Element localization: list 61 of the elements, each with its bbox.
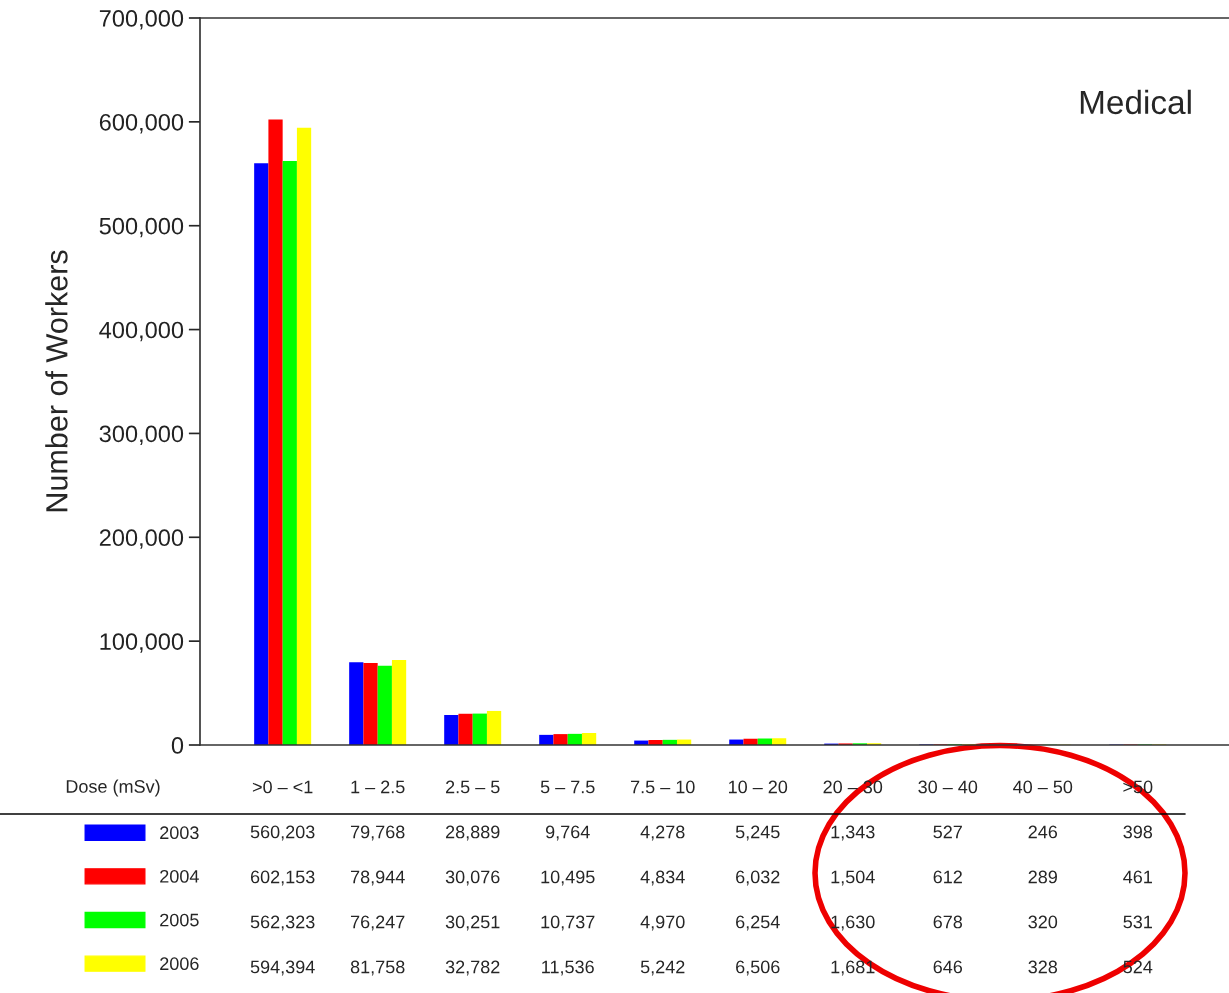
x-tick-label: 30 – 40 — [918, 780, 978, 794]
data-label: 1,504 — [831, 870, 875, 886]
data-label: 1,343 — [831, 825, 875, 841]
data-label: 328 — [1028, 960, 1058, 974]
data-label: 28,889 — [445, 825, 500, 841]
y-tick-label: 200,000 — [99, 529, 184, 549]
data-label: 320 — [1028, 915, 1058, 929]
x-tick-label: 2.5 – 5 — [445, 780, 500, 794]
data-label: 5,242 — [640, 960, 685, 976]
x-tick-label: 7.5 – 10 — [631, 780, 695, 794]
data-label: 562,323 — [250, 915, 315, 931]
data-label: 6,032 — [736, 870, 780, 886]
data-label: 594,394 — [250, 960, 315, 976]
y-tick-label: 100,000 — [100, 633, 184, 653]
x-tick-label: 5 – 7.5 — [540, 780, 595, 794]
y-tick-label: 700,000 — [99, 10, 184, 30]
x-tick-label: >0 – <1 — [252, 780, 313, 794]
y-tick-label: 0 — [171, 737, 184, 754]
data-label: 527 — [933, 825, 962, 839]
data-label: 4,834 — [640, 870, 685, 886]
data-label: 81,758 — [350, 960, 405, 976]
x-tick-label: 10 – 20 — [728, 780, 788, 794]
data-label: 30,076 — [445, 870, 500, 886]
legend-label: 2005 — [160, 913, 199, 927]
data-label: 461 — [1123, 870, 1152, 884]
data-label: 612 — [933, 870, 962, 884]
data-label: 9,764 — [545, 825, 590, 841]
data-label: 10,737 — [541, 915, 595, 931]
data-label: 289 — [1028, 870, 1057, 884]
y-tick-label: 300,000 — [99, 425, 184, 446]
data-label: 78,944 — [350, 870, 405, 886]
data-label: 531 — [1123, 915, 1152, 929]
y-tick-label: 600,000 — [99, 113, 184, 134]
data-label: 79,768 — [350, 825, 405, 841]
data-label: 602,153 — [250, 870, 315, 886]
data-label: 6,254 — [736, 915, 780, 931]
data-label: 4,970 — [640, 915, 685, 931]
x-tick-label: 1 – 2.5 — [351, 780, 405, 794]
x-tick-label: 40 – 50 — [1013, 780, 1073, 794]
data-label: 646 — [933, 960, 963, 974]
y-tick-label: 500,000 — [99, 217, 184, 238]
data-label: 678 — [933, 915, 963, 929]
data-label: 246 — [1028, 825, 1058, 839]
data-label: 6,506 — [736, 960, 780, 976]
data-label: 5,245 — [735, 825, 780, 841]
y-axis-title: Number of Workers — [45, 250, 68, 512]
data-label: 4,278 — [640, 825, 685, 841]
x-axis-title: Dose (mSv) — [66, 779, 160, 797]
data-label: 11,536 — [542, 960, 594, 976]
data-label: 398 — [1123, 825, 1153, 839]
data-label: 76,247 — [350, 915, 405, 931]
data-label: 10,495 — [541, 870, 595, 886]
data-label: 32,782 — [445, 960, 500, 976]
y-tick-label: 400,000 — [99, 321, 184, 342]
legend-label: 2004 — [160, 869, 199, 883]
legend-label: 2003 — [160, 826, 199, 840]
legend-label: 2006 — [160, 957, 199, 971]
data-label: 30,251 — [445, 915, 500, 931]
data-label: 560,203 — [250, 825, 315, 841]
text: Medical — [1080, 89, 1191, 115]
data-label: 1,681 — [831, 960, 875, 976]
